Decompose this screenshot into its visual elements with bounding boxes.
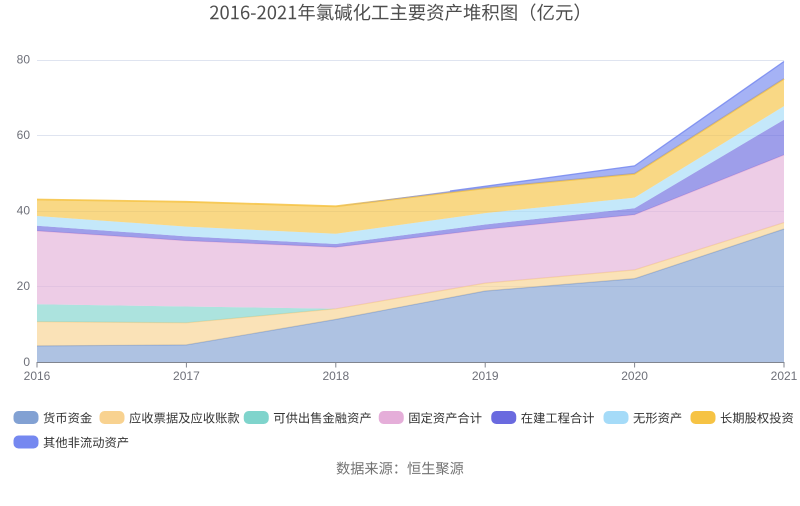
svg-text:2018: 2018 bbox=[322, 369, 349, 383]
svg-text:2019: 2019 bbox=[472, 369, 499, 383]
svg-text:80: 80 bbox=[17, 52, 31, 66]
svg-text:2017: 2017 bbox=[173, 369, 200, 383]
svg-text:2020: 2020 bbox=[621, 369, 648, 383]
svg-text:2016: 2016 bbox=[24, 369, 51, 383]
svg-text:0: 0 bbox=[23, 355, 30, 369]
svg-text:2021: 2021 bbox=[771, 369, 798, 383]
svg-text:60: 60 bbox=[17, 128, 31, 142]
svg-text:40: 40 bbox=[17, 204, 31, 218]
svg-text:20: 20 bbox=[17, 279, 31, 293]
